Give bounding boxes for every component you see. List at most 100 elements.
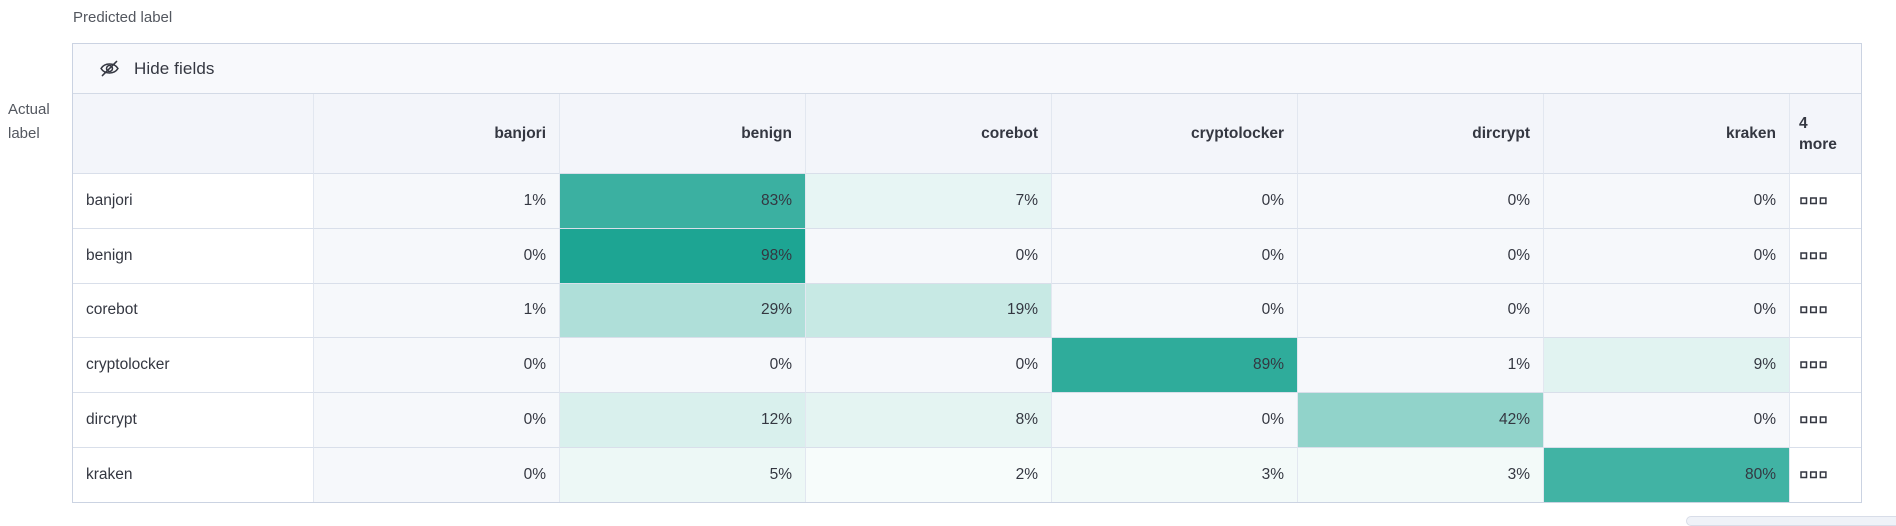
boxes-horizontal-icon xyxy=(1800,471,1827,479)
matrix-cell-cryptolocker-benign[interactable]: 0% xyxy=(559,337,805,393)
row-more-actions-banjori[interactable] xyxy=(1789,173,1861,228)
matrix-cell-kraken-kraken[interactable]: 80% xyxy=(1543,446,1789,502)
matrix-cell-value: 80% xyxy=(1744,465,1776,483)
matrix-corner-cell xyxy=(73,94,313,173)
matrix-cell-kraken-banjori[interactable]: 0% xyxy=(313,446,559,502)
matrix-cell-benign-cryptolocker[interactable]: 0% xyxy=(1051,227,1297,283)
actual-axis-label-line2: label xyxy=(8,125,40,142)
row-more-actions-kraken[interactable] xyxy=(1789,446,1861,502)
matrix-cell-value: 8% xyxy=(1015,411,1038,429)
matrix-cell-value: 0% xyxy=(1261,411,1284,429)
matrix-cell-kraken-corebot[interactable]: 2% xyxy=(805,446,1051,502)
column-header-cryptolocker[interactable]: cryptolocker xyxy=(1051,94,1297,173)
matrix-cell-value: 0% xyxy=(523,356,546,374)
row-more-actions-cryptolocker[interactable] xyxy=(1789,337,1861,393)
row-label-text: corebot xyxy=(86,301,138,319)
column-header-label: corebot xyxy=(981,124,1038,142)
matrix-cell-value: 0% xyxy=(1753,191,1776,209)
hide-fields-label: Hide fields xyxy=(134,58,215,78)
column-header-corebot[interactable]: corebot xyxy=(805,94,1051,173)
row-label-text: cryptolocker xyxy=(86,356,170,374)
matrix-cell-value: 7% xyxy=(1015,191,1038,209)
row-label-corebot[interactable]: corebot xyxy=(73,282,313,338)
matrix-cell-value: 5% xyxy=(769,465,792,483)
matrix-cell-banjori-kraken[interactable]: 0% xyxy=(1543,173,1789,228)
row-label-banjori[interactable]: banjori xyxy=(73,173,313,228)
column-header-label: kraken xyxy=(1726,124,1776,142)
matrix-cell-cryptolocker-corebot[interactable]: 0% xyxy=(805,337,1051,393)
matrix-cell-value: 3% xyxy=(1507,465,1530,483)
matrix-cell-dircrypt-banjori[interactable]: 0% xyxy=(313,392,559,447)
matrix-cell-value: 42% xyxy=(1498,411,1530,429)
column-header-benign[interactable]: benign xyxy=(559,94,805,173)
matrix-cell-benign-banjori[interactable]: 0% xyxy=(313,227,559,283)
matrix-cell-corebot-dircrypt[interactable]: 0% xyxy=(1297,282,1543,338)
hide-fields-button[interactable]: Hide fields xyxy=(73,44,1861,94)
matrix-cell-value: 3% xyxy=(1261,465,1284,483)
row-label-benign[interactable]: benign xyxy=(73,227,313,283)
matrix-cell-corebot-benign[interactable]: 29% xyxy=(559,282,805,338)
matrix-cell-kraken-benign[interactable]: 5% xyxy=(559,446,805,502)
matrix-cell-value: 29% xyxy=(760,301,792,319)
matrix-cell-value: 0% xyxy=(1015,246,1038,264)
matrix-cell-banjori-cryptolocker[interactable]: 0% xyxy=(1051,173,1297,228)
matrix-cell-banjori-banjori[interactable]: 1% xyxy=(313,173,559,228)
matrix-cell-value: 0% xyxy=(1753,411,1776,429)
column-header-kraken[interactable]: kraken xyxy=(1543,94,1789,173)
horizontal-scrollbar-thumb[interactable] xyxy=(1686,516,1896,526)
matrix-cell-benign-corebot[interactable]: 0% xyxy=(805,227,1051,283)
matrix-cell-value: 1% xyxy=(523,191,546,209)
matrix-cell-dircrypt-cryptolocker[interactable]: 0% xyxy=(1051,392,1297,447)
matrix-cell-banjori-benign[interactable]: 83% xyxy=(559,173,805,228)
matrix-cell-benign-benign[interactable]: 98% xyxy=(559,227,805,283)
matrix-cell-cryptolocker-cryptolocker[interactable]: 89% xyxy=(1051,337,1297,393)
matrix-cell-value: 0% xyxy=(523,246,546,264)
matrix-cell-value: 0% xyxy=(523,411,546,429)
matrix-cell-banjori-corebot[interactable]: 7% xyxy=(805,173,1051,228)
matrix-cell-dircrypt-benign[interactable]: 12% xyxy=(559,392,805,447)
column-header-dircrypt[interactable]: dircrypt xyxy=(1297,94,1543,173)
matrix-cell-value: 1% xyxy=(1507,356,1530,374)
matrix-cell-value: 0% xyxy=(1753,246,1776,264)
column-header-more[interactable]: 4 more xyxy=(1789,94,1861,173)
matrix-cell-dircrypt-corebot[interactable]: 8% xyxy=(805,392,1051,447)
matrix-cell-corebot-corebot[interactable]: 19% xyxy=(805,282,1051,338)
matrix-cell-dircrypt-kraken[interactable]: 0% xyxy=(1543,392,1789,447)
matrix-cell-benign-kraken[interactable]: 0% xyxy=(1543,227,1789,283)
matrix-cell-cryptolocker-banjori[interactable]: 0% xyxy=(313,337,559,393)
matrix-cell-corebot-kraken[interactable]: 0% xyxy=(1543,282,1789,338)
matrix-cell-value: 89% xyxy=(1252,356,1284,374)
matrix-cell-cryptolocker-dircrypt[interactable]: 1% xyxy=(1297,337,1543,393)
matrix-cell-corebot-cryptolocker[interactable]: 0% xyxy=(1051,282,1297,338)
boxes-horizontal-icon xyxy=(1800,361,1827,369)
column-header-label: benign xyxy=(741,124,792,142)
more-columns-label: 4 more xyxy=(1799,114,1837,153)
matrix-cell-value: 0% xyxy=(523,465,546,483)
row-more-actions-corebot[interactable] xyxy=(1789,282,1861,338)
boxes-horizontal-icon xyxy=(1800,306,1827,314)
matrix-cell-value: 19% xyxy=(1006,301,1038,319)
matrix-cell-kraken-dircrypt[interactable]: 3% xyxy=(1297,446,1543,502)
matrix-cell-value: 0% xyxy=(1015,356,1038,374)
column-header-banjori[interactable]: banjori xyxy=(313,94,559,173)
confusion-matrix-panel: Hide fields banjori benign corebot cryptolo… xyxy=(72,43,1862,503)
row-label-kraken[interactable]: kraken xyxy=(73,446,313,502)
matrix-cell-dircrypt-dircrypt[interactable]: 42% xyxy=(1297,392,1543,447)
row-label-dircrypt[interactable]: dircrypt xyxy=(73,392,313,447)
matrix-cell-value: 2% xyxy=(1015,465,1038,483)
row-label-text: kraken xyxy=(86,465,133,483)
matrix-cell-value: 83% xyxy=(760,191,792,209)
row-label-cryptolocker[interactable]: cryptolocker xyxy=(73,337,313,393)
row-more-actions-benign[interactable] xyxy=(1789,227,1861,283)
matrix-cell-kraken-cryptolocker[interactable]: 3% xyxy=(1051,446,1297,502)
matrix-cell-value: 0% xyxy=(1261,301,1284,319)
matrix-cell-value: 0% xyxy=(1507,301,1530,319)
matrix-cell-corebot-banjori[interactable]: 1% xyxy=(313,282,559,338)
row-label-text: banjori xyxy=(86,191,133,209)
matrix-cell-benign-dircrypt[interactable]: 0% xyxy=(1297,227,1543,283)
row-more-actions-dircrypt[interactable] xyxy=(1789,392,1861,447)
matrix-cell-value: 0% xyxy=(1507,246,1530,264)
matrix-cell-cryptolocker-kraken[interactable]: 9% xyxy=(1543,337,1789,393)
eye-closed-icon xyxy=(98,57,121,80)
matrix-cell-banjori-dircrypt[interactable]: 0% xyxy=(1297,173,1543,228)
